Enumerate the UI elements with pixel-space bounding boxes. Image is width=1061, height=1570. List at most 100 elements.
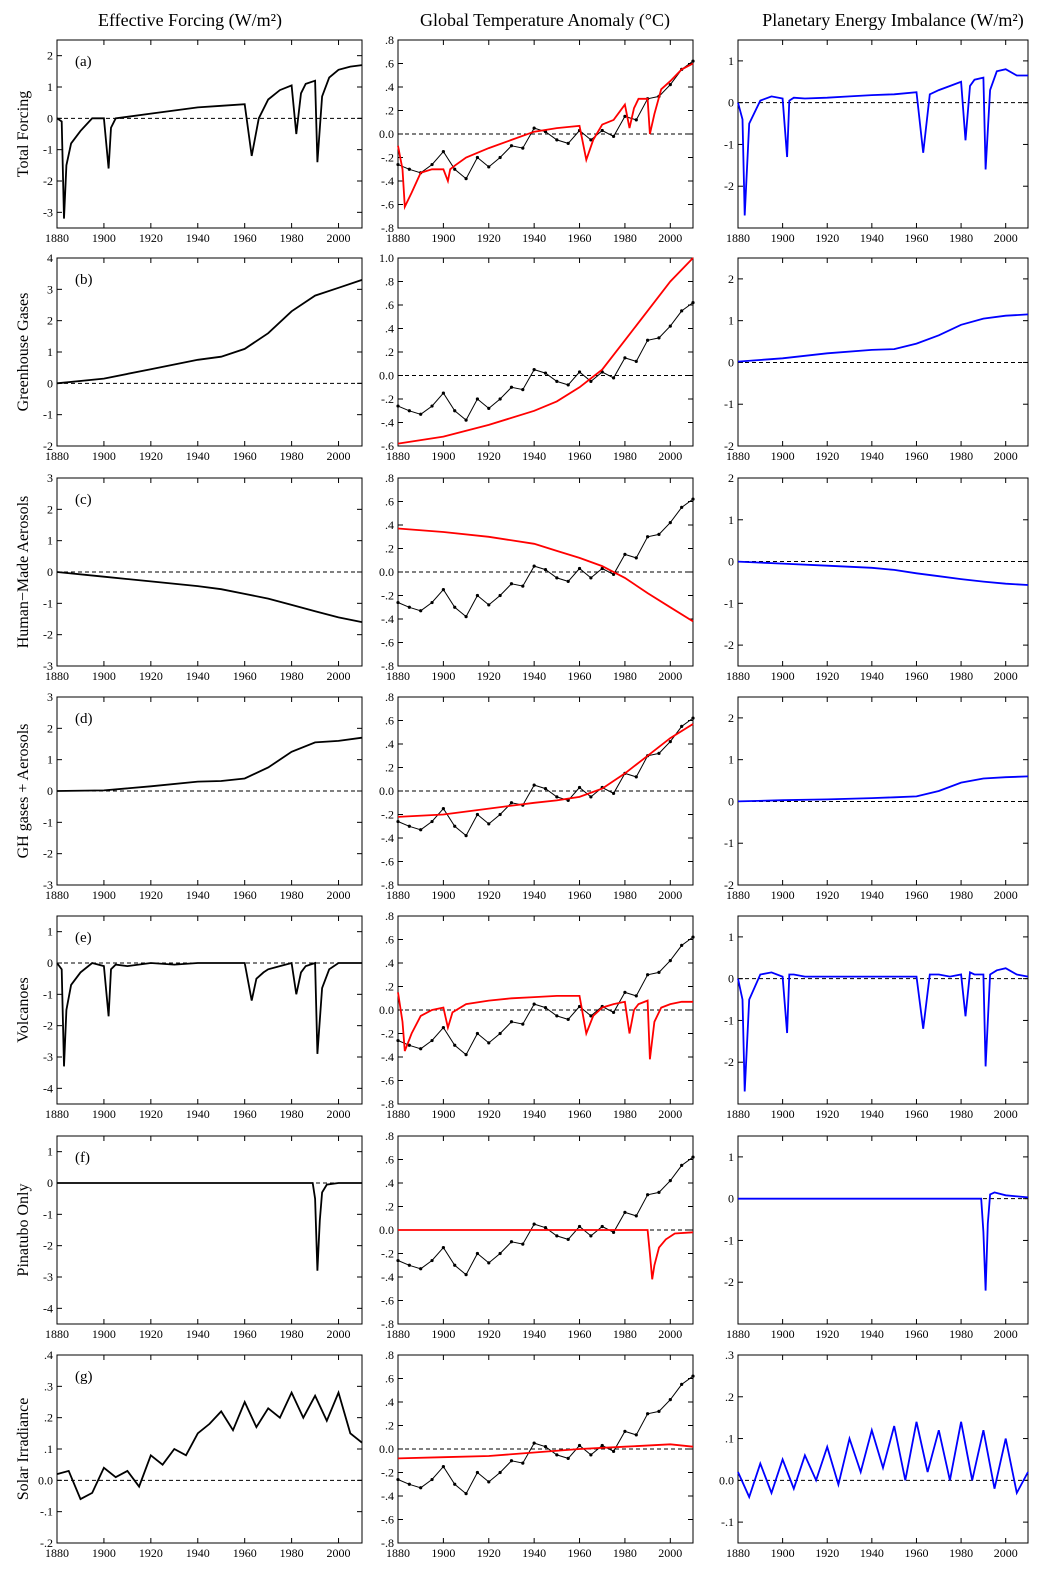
panel-d-temp: -.8 -.6 -.4 -.2 0.0 .2 .4 .6 .8 1880 1900 1920 1940 1… [379,690,695,902]
x-tick-label: 1920 [477,888,501,902]
y-tick-label: 2 [728,272,734,286]
y-tick-label: -3 [43,1270,53,1284]
x-tick-label: 1940 [186,1107,210,1121]
x-tick-label: 1880 [726,1327,750,1341]
x-tick-label: 1900 [431,1546,455,1560]
y-tick-label: 0 [728,355,734,369]
y-tick-label: 2 [728,471,734,485]
x-tick-label: 1940 [522,231,546,245]
panel-label: (a) [75,54,92,70]
observed-temperature-point [430,1477,434,1482]
x-tick-label: 1980 [949,1546,973,1560]
y-tick-label: -1 [724,836,734,850]
x-tick-label: 1960 [904,231,928,245]
x-tick-label: 1920 [139,231,163,245]
x-tick-label: 1980 [613,1327,637,1341]
y-tick-label: -1 [43,1207,53,1221]
observed-temperature-point [668,1179,672,1183]
y-tick-label: -1 [43,408,53,422]
x-tick-label: 1880 [45,1327,69,1341]
y-tick-label: .4 [385,956,394,970]
x-tick-label: 1980 [949,1107,973,1121]
observed-temperature-point [532,783,536,787]
imbalance-line [738,1191,1029,1291]
x-tick-label: 1940 [860,669,884,683]
x-tick-label: 1940 [522,888,546,902]
panel-c-temp: -.8 -.6 -.4 -.2 0.0 .2 .4 .6 .8 1880 1900 1920 1940 1… [379,471,695,683]
panel-grid: -3 -2 -1 0 1 2 1880 1900 1920 1940 1960 1980 2000 (a)… [15,33,1029,1560]
observed-temperature-point [475,1031,480,1036]
panel-frame [737,257,1029,447]
y-tick-label: .2 [44,1411,53,1425]
y-tick-label: .8 [385,909,394,923]
y-tick-label: -2 [724,439,734,453]
y-tick-label: .4 [385,1176,394,1190]
y-tick-label: -.6 [381,855,394,869]
x-tick-label: 1980 [613,888,637,902]
x-tick-label: 2000 [327,1107,351,1121]
y-tick-label: -.2 [381,392,394,406]
observed-temperature-point [441,150,445,154]
panel-b-temp: -.6 -.4 -.2 0.0 .2 .4 .6 .8 1.0 1880 1900 1920 1940 1… [379,251,695,463]
observed-temperature-point [589,795,593,799]
observed-temperature-point [453,1482,457,1486]
y-tick-label: 0.0 [379,1223,394,1237]
y-tick-label: .2 [385,1419,394,1433]
y-tick-label: .4 [385,1395,394,1409]
observed-temperature-point [396,1477,400,1482]
observed-temperature-point [509,801,514,805]
y-tick-label: 1 [728,753,734,767]
y-tick-label: .4 [385,80,394,94]
y-tick-label: .6 [385,714,394,728]
observed-temperature-point [577,1443,582,1448]
y-tick-label: 1 [728,54,734,68]
x-tick-label: 1980 [949,669,973,683]
panel-frame [737,696,1029,886]
x-tick-label: 1920 [139,1546,163,1560]
y-tick-label: -.1 [721,1515,734,1529]
observed-temperature-point [407,824,411,828]
observed-temperature-point [441,807,445,811]
observed-temperature-point [441,1246,445,1250]
panel-label: (b) [75,272,93,288]
x-tick-label: 1900 [431,888,455,902]
x-tick-label: 1940 [186,1327,210,1341]
x-tick-label: 1900 [771,231,795,245]
x-tick-label: 1980 [949,231,973,245]
y-tick-label: -2 [724,878,734,892]
observed-temperature-point [441,588,445,592]
y-tick-label: -.6 [381,1294,394,1308]
y-tick-label: -.4 [381,1489,394,1503]
x-tick-label: 1920 [815,1327,839,1341]
panel-a-imbalance: -2 -1 0 1 1880 1900 1920 1940 1960 1980 2000 [724,39,1029,245]
x-tick-label: 1920 [815,1546,839,1560]
observed-temperature-point [691,59,695,63]
x-tick-label: 1900 [431,669,455,683]
observed-temperature-point [600,128,604,133]
x-tick-label: 1960 [904,449,928,463]
y-tick-label: -1 [724,397,734,411]
x-tick-label: 1960 [568,449,592,463]
panel-frame [737,1135,1029,1325]
x-tick-label: 1980 [280,449,304,463]
observed-temperature-point [407,1482,411,1486]
observed-temperature-point [600,1443,604,1448]
y-tick-label: -1 [724,596,734,610]
observed-temperature-point [623,1210,627,1214]
y-tick-label: 1 [47,534,53,548]
panel-c-forcing: -3 -2 -1 0 1 2 3 1880 1900 1920 1940 1960 1980 2000 (c… [15,471,363,683]
x-tick-label: 2000 [994,231,1018,245]
x-tick-label: 2000 [327,449,351,463]
observed-temperature-point [419,412,423,416]
y-tick-label: 3 [47,690,53,704]
y-tick-label: 0 [728,555,734,569]
observed-temperature-point [419,1047,423,1051]
observed-temperature-point [396,404,400,408]
x-tick-label: 1940 [522,1546,546,1560]
observed-temperature-point [680,724,684,728]
y-tick-label: .2 [385,980,394,994]
y-tick-label: .6 [385,1372,394,1386]
y-tick-label: 3 [47,471,53,485]
y-tick-label: .2 [385,104,394,118]
x-tick-label: 1880 [386,1546,410,1560]
